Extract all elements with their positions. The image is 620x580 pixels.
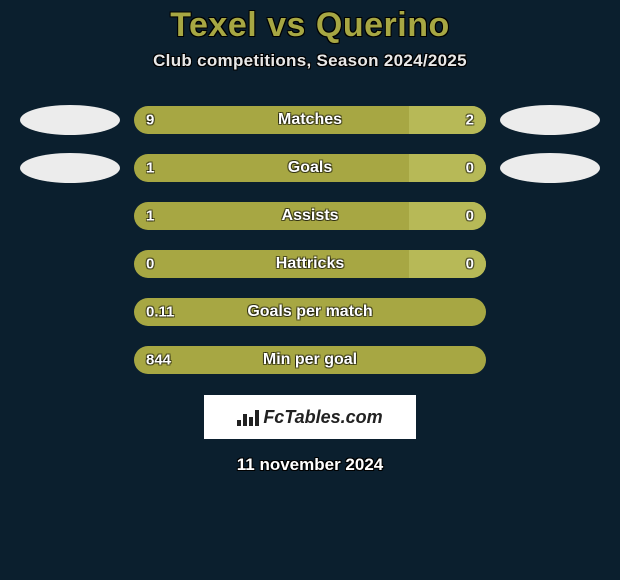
stat-bar: 0 Hattricks 0 [134, 250, 486, 278]
player2-name: Querino [316, 6, 450, 44]
player1-avatar-placeholder [20, 105, 120, 135]
stat-bar-right-fill [409, 250, 486, 278]
stat-value-right: 0 [466, 160, 474, 177]
stat-value-left: 0.11 [146, 304, 174, 321]
stat-value-left: 9 [146, 112, 154, 129]
stat-bar: 0.11 Goals per match [134, 298, 486, 326]
stat-label: Min per goal [263, 351, 357, 369]
stat-row: 1 Assists 0 [10, 201, 610, 231]
stat-row: 0 Hattricks 0 [10, 249, 610, 279]
stat-value-left: 1 [146, 208, 154, 225]
stat-bar: 1 Assists 0 [134, 202, 486, 230]
brand-text: FcTables.com [263, 407, 382, 428]
stat-label: Matches [278, 111, 342, 129]
stat-label: Hattricks [276, 255, 344, 273]
stat-bar: 9 Matches 2 [134, 106, 486, 134]
stats-list: 9 Matches 2 1 Goals 0 1 Assists 0 0 Hattricks 0 0.11… [0, 105, 620, 375]
vs-text: vs [267, 6, 306, 44]
stat-label: Goals [288, 159, 332, 177]
stat-value-left: 1 [146, 160, 154, 177]
player1-avatar-placeholder [20, 153, 120, 183]
comparison-card: Texel vs Querino Club competitions, Seas… [0, 0, 620, 475]
subtitle: Club competitions, Season 2024/2025 [153, 51, 467, 71]
date-text: 11 november 2024 [237, 455, 383, 475]
stat-value-right: 0 [466, 256, 474, 273]
stat-row: 0.11 Goals per match [10, 297, 610, 327]
stat-value-right: 0 [466, 208, 474, 225]
title: Texel vs Querino [170, 6, 450, 45]
stat-bar-right-fill [409, 154, 486, 182]
stat-bar: 844 Min per goal [134, 346, 486, 374]
player2-avatar-placeholder [500, 153, 600, 183]
stat-value-left: 0 [146, 256, 154, 273]
brand-badge[interactable]: FcTables.com [204, 395, 416, 439]
stat-label: Assists [282, 207, 339, 225]
stat-bar: 1 Goals 0 [134, 154, 486, 182]
stat-row: 1 Goals 0 [10, 153, 610, 183]
stat-row: 844 Min per goal [10, 345, 610, 375]
player1-name: Texel [170, 6, 257, 44]
stat-bar-right-fill [409, 202, 486, 230]
stat-value-right: 2 [466, 112, 474, 129]
brand-chart-icon [237, 408, 259, 426]
stat-row: 9 Matches 2 [10, 105, 610, 135]
stat-bar-right-fill [409, 106, 486, 134]
stat-label: Goals per match [247, 303, 372, 321]
player2-avatar-placeholder [500, 105, 600, 135]
stat-value-left: 844 [146, 352, 171, 369]
